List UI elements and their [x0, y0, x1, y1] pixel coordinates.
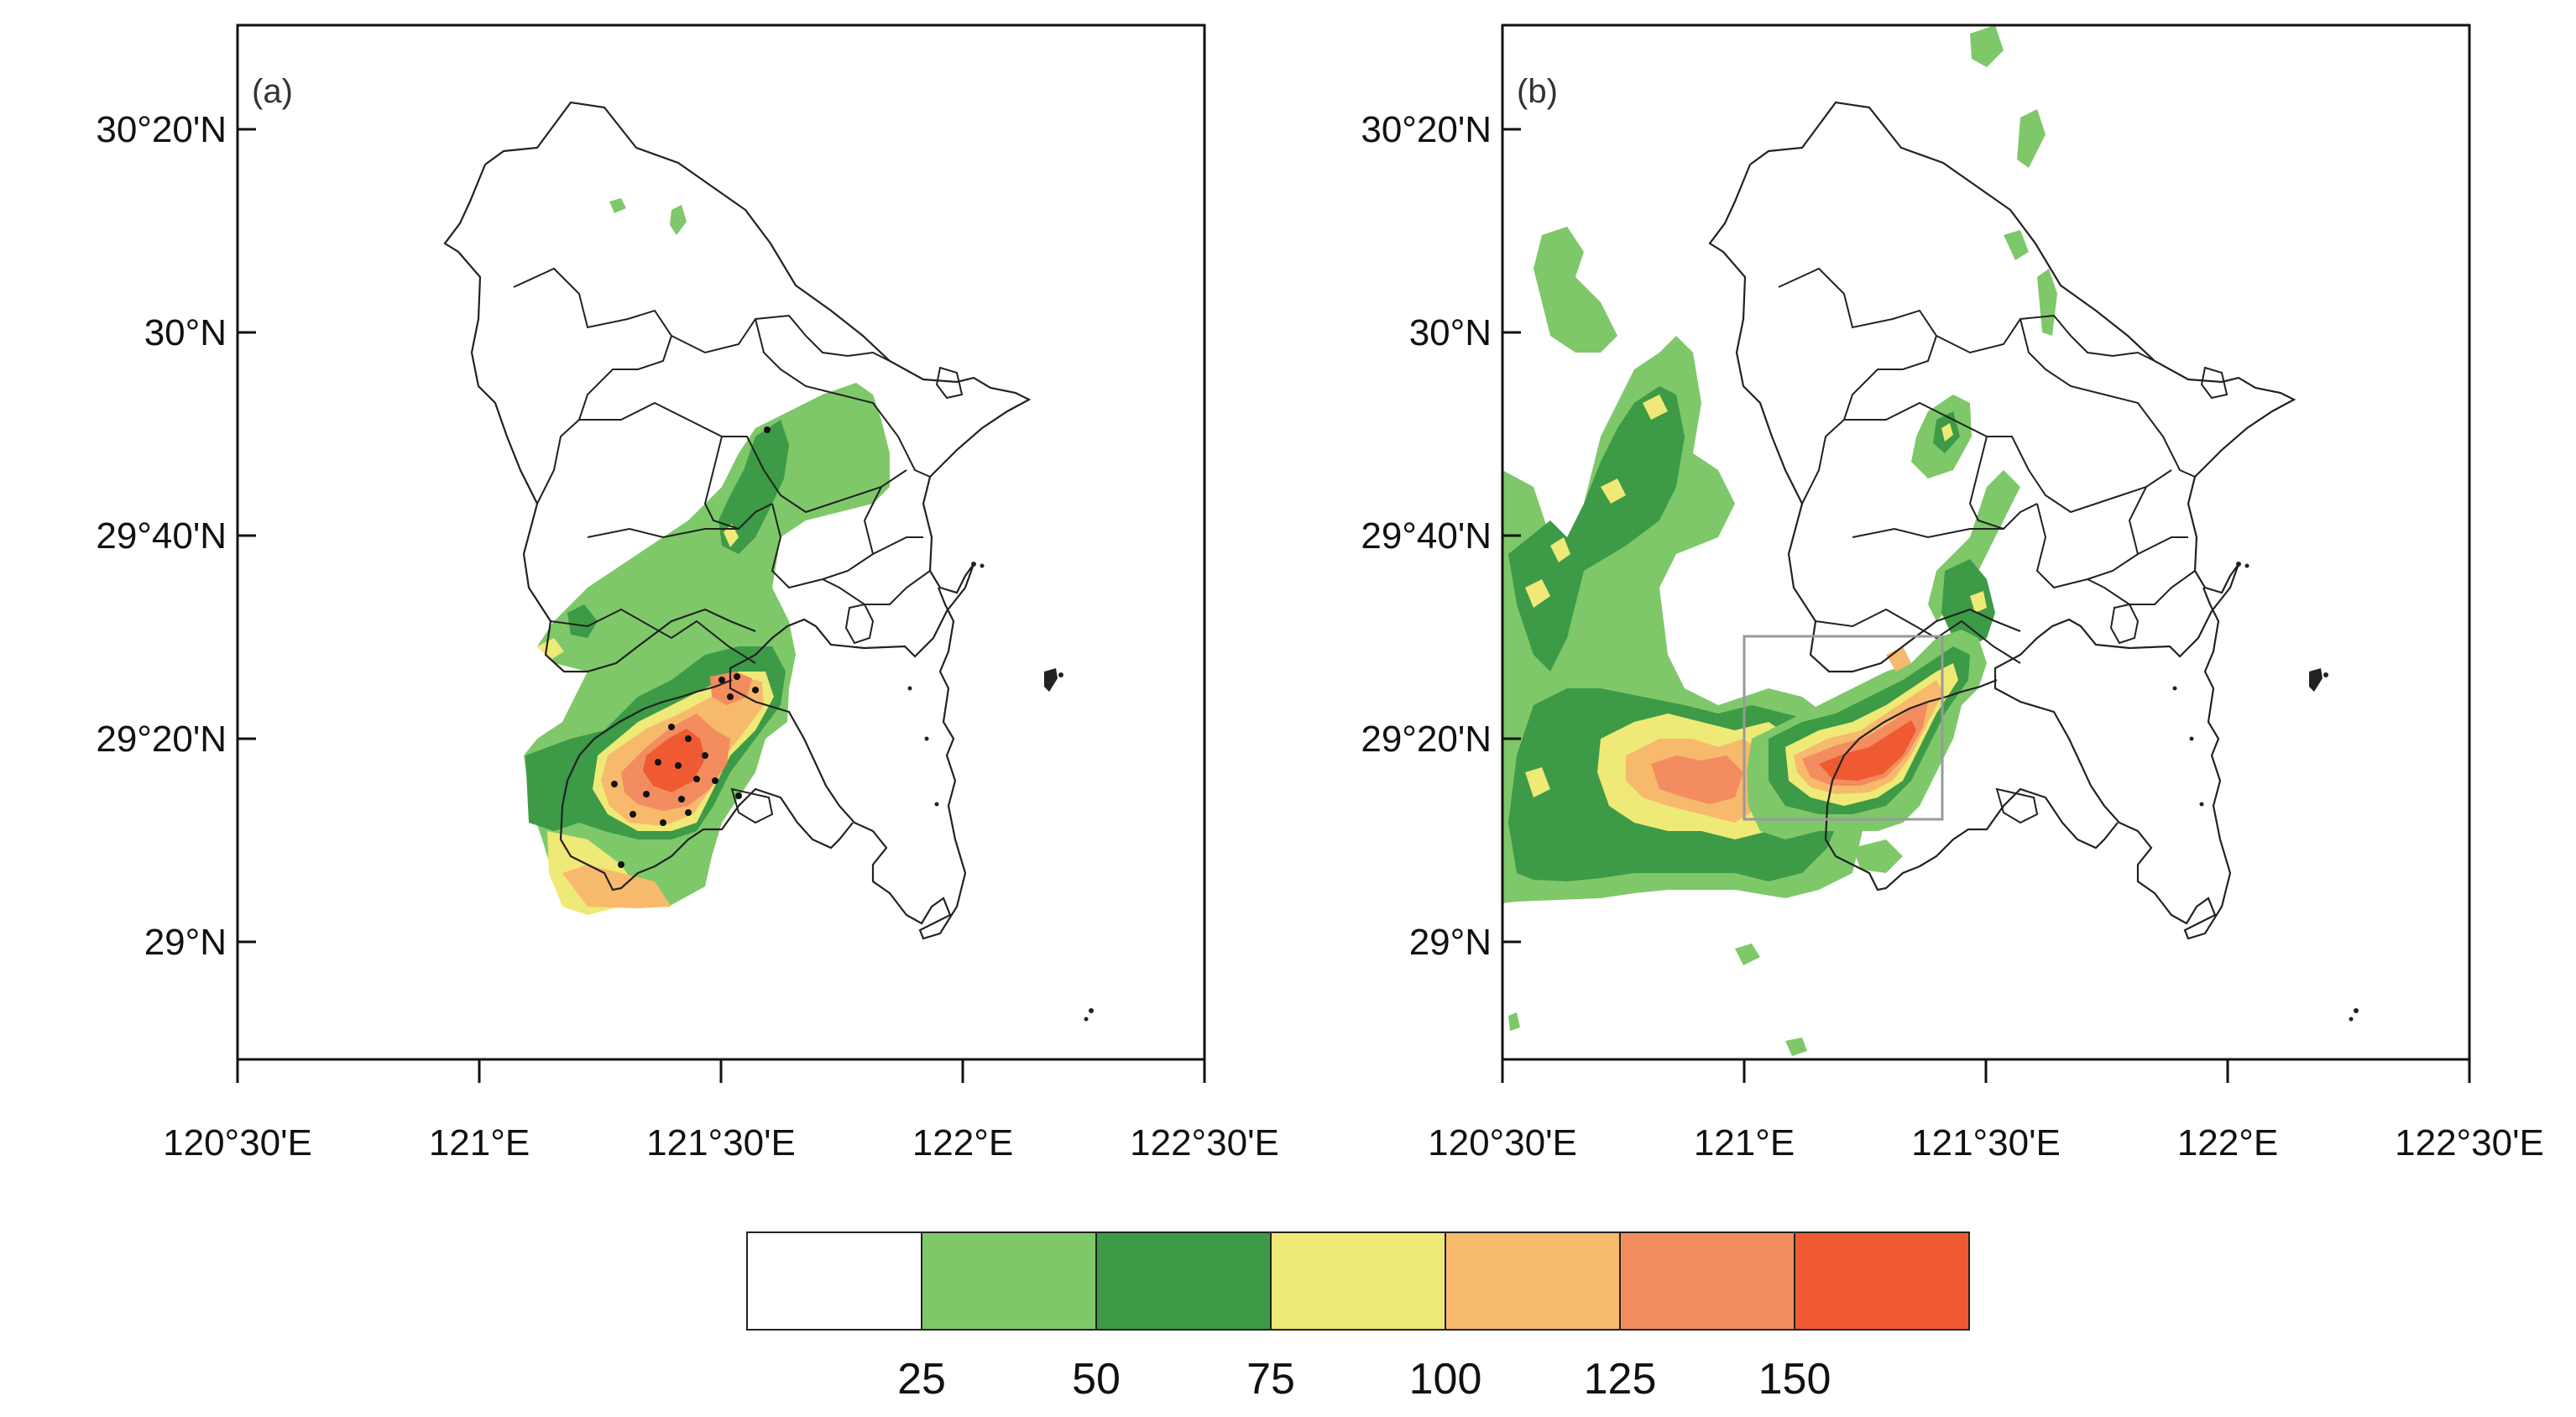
y-tick-label-a-4: 29°20'N — [96, 719, 227, 760]
x-tick-label-a-4: 122°E — [912, 1122, 1013, 1163]
y-tick-label-b-4: 29°20'N — [1361, 719, 1492, 760]
y-tick-label-b-3: 29°40'N — [1361, 515, 1492, 557]
colorbar-box-6 — [1619, 1231, 1795, 1331]
x-tick-label-a-5: 122°30'E — [1130, 1122, 1279, 1163]
precipitation-field-a — [443, 101, 1095, 1022]
colorbar-boxes — [746, 1231, 1970, 1331]
colorbar-label-3: 75 — [1246, 1355, 1295, 1404]
colorbar-label-4: 100 — [1409, 1355, 1482, 1404]
colorbar-frame — [746, 1231, 1970, 1331]
colorbar-box-1 — [746, 1231, 922, 1331]
panel-label-a: (a) — [252, 73, 293, 110]
colorbar-box-3 — [1095, 1231, 1272, 1331]
panel-a: (a) 30°20'N 30°N 29°40'N 29°20'N 29°N 12… — [96, 24, 1279, 1163]
y-axis-b — [1502, 128, 1521, 944]
colorbar-label-6: 150 — [1758, 1355, 1831, 1404]
x-tick-label-a-2: 121°E — [429, 1122, 530, 1163]
colorbar-box-2 — [921, 1231, 1097, 1331]
precipitation-field-b — [1502, 25, 2360, 1056]
colorbar-label-1: 25 — [897, 1355, 946, 1404]
y-axis-a — [238, 128, 256, 944]
x-tick-label-b-5: 122°30'E — [2395, 1122, 2544, 1163]
panel-label-b: (b) — [1517, 73, 1558, 110]
colorbar-box-7 — [1794, 1231, 1970, 1331]
y-tick-label-a-5: 29°N — [144, 922, 227, 963]
y-tick-label-a-3: 29°40'N — [96, 515, 227, 557]
x-tick-label-a-3: 121°30'E — [646, 1122, 796, 1163]
y-tick-label-b-5: 29°N — [1409, 922, 1492, 963]
y-tick-label-b-2: 30°N — [1409, 312, 1492, 353]
x-tick-label-b-2: 121°E — [1694, 1122, 1795, 1163]
panel-b: (b) 30°20'N 30°N 29°40'N 29°20'N 29°N 12… — [1361, 24, 2544, 1163]
x-axis-a — [236, 1059, 1206, 1083]
highlight-box — [1743, 635, 1944, 821]
colorbar-label-2: 50 — [1072, 1355, 1121, 1404]
y-tick-label-a-1: 30°20'N — [96, 109, 227, 150]
x-axis-b — [1501, 1059, 2471, 1083]
x-tick-label-b-4: 122°E — [2177, 1122, 2278, 1163]
x-tick-label-b-3: 121°30'E — [1911, 1122, 2061, 1163]
colorbar-box-4 — [1270, 1231, 1446, 1331]
x-tick-label-b-1: 120°30'E — [1428, 1122, 1577, 1163]
y-tick-label-b-1: 30°20'N — [1361, 109, 1492, 150]
colorbar: 25 50 75 100 125 150 — [746, 1231, 1970, 1404]
y-tick-label-a-2: 30°N — [144, 312, 227, 353]
colorbar-label-5: 125 — [1584, 1355, 1657, 1404]
x-tick-label-a-1: 120°30'E — [163, 1122, 312, 1163]
colorbar-box-5 — [1445, 1231, 1621, 1331]
